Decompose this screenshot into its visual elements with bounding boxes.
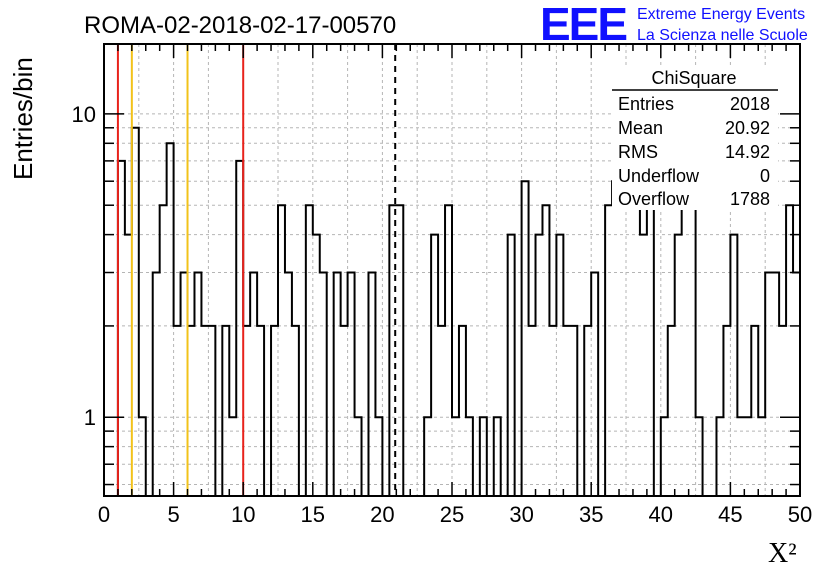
reference-lines	[116, 44, 397, 496]
x-tick-label: 0	[98, 502, 110, 527]
x-axis-label: X²	[768, 538, 797, 569]
x-tick-label: 30	[509, 502, 533, 527]
plot-frame	[103, 43, 801, 497]
x-tick-label: 15	[301, 502, 325, 527]
stat-value-entries: 2018	[730, 94, 770, 114]
stats-box: ChiSquare Entries 2018 Mean 20.92 RMS 14…	[612, 66, 778, 210]
histogram-bars	[104, 126, 800, 497]
stat-label-rms: RMS	[618, 142, 658, 162]
y-axis-label: Entries/bin	[8, 57, 38, 180]
chart-title: ROMA-02-2018-02-17-00570	[84, 12, 396, 39]
stat-label-underflow: Underflow	[618, 166, 700, 186]
x-tick-label: 50	[788, 502, 812, 527]
x-tick-label: 5	[167, 502, 179, 527]
eee-logo-group: EEE Extreme Energy Events La Scienza nel…	[540, 0, 808, 50]
eee-logo: EEE	[540, 0, 626, 50]
eee-logo-line2: La Scienza nelle Scuole	[637, 27, 808, 44]
x-tick-label: 45	[718, 502, 742, 527]
x-tick-label: 10	[231, 502, 255, 527]
x-tick-label: 40	[649, 502, 673, 527]
stat-label-mean: Mean	[618, 118, 663, 138]
histogram-outline	[104, 126, 800, 497]
stats-box-title: ChiSquare	[651, 68, 736, 88]
x-tick-label: 25	[440, 502, 464, 527]
y-tick-labels: 1 10	[72, 102, 96, 430]
y-tick-label: 1	[84, 405, 96, 430]
stat-label-overflow: Overflow	[618, 189, 690, 209]
eee-logo-line1: Extreme Energy Events	[637, 6, 805, 23]
y-tick-label: 10	[72, 102, 96, 127]
stat-value-mean: 20.92	[725, 118, 770, 138]
stat-value-underflow: 0	[760, 166, 770, 186]
x-tick-label: 20	[370, 502, 394, 527]
stat-value-rms: 14.92	[725, 142, 770, 162]
x-tick-label: 35	[579, 502, 603, 527]
stat-value-overflow: 1788	[730, 189, 770, 209]
stat-label-entries: Entries	[618, 94, 674, 114]
x-tick-labels: 0 5 10 15 20 25 30 35 40 45 50	[98, 502, 812, 527]
